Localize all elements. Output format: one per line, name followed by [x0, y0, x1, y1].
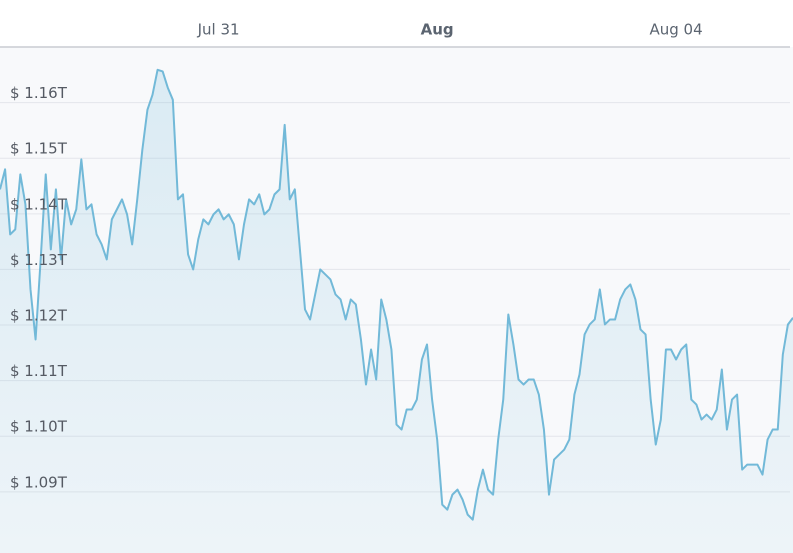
area-fill: [0, 69, 793, 553]
x-tick-label: Aug: [421, 21, 454, 39]
y-tick-label: $ 1.16T: [10, 84, 68, 102]
y-tick-label: $ 1.12T: [10, 307, 68, 325]
y-tick-label: $ 1.14T: [10, 195, 68, 213]
x-tick-label: Aug 04: [650, 21, 703, 39]
line: [0, 68, 793, 521]
y-tick-label: $ 1.15T: [10, 140, 68, 158]
y-tick-label: $ 1.09T: [10, 473, 68, 491]
y-tick-label: $ 1.10T: [10, 418, 68, 436]
y-tick-label: $ 1.11T: [10, 362, 68, 380]
x-tick-label: Jul 31: [197, 21, 240, 39]
y-tick-label: $ 1.13T: [10, 251, 68, 269]
